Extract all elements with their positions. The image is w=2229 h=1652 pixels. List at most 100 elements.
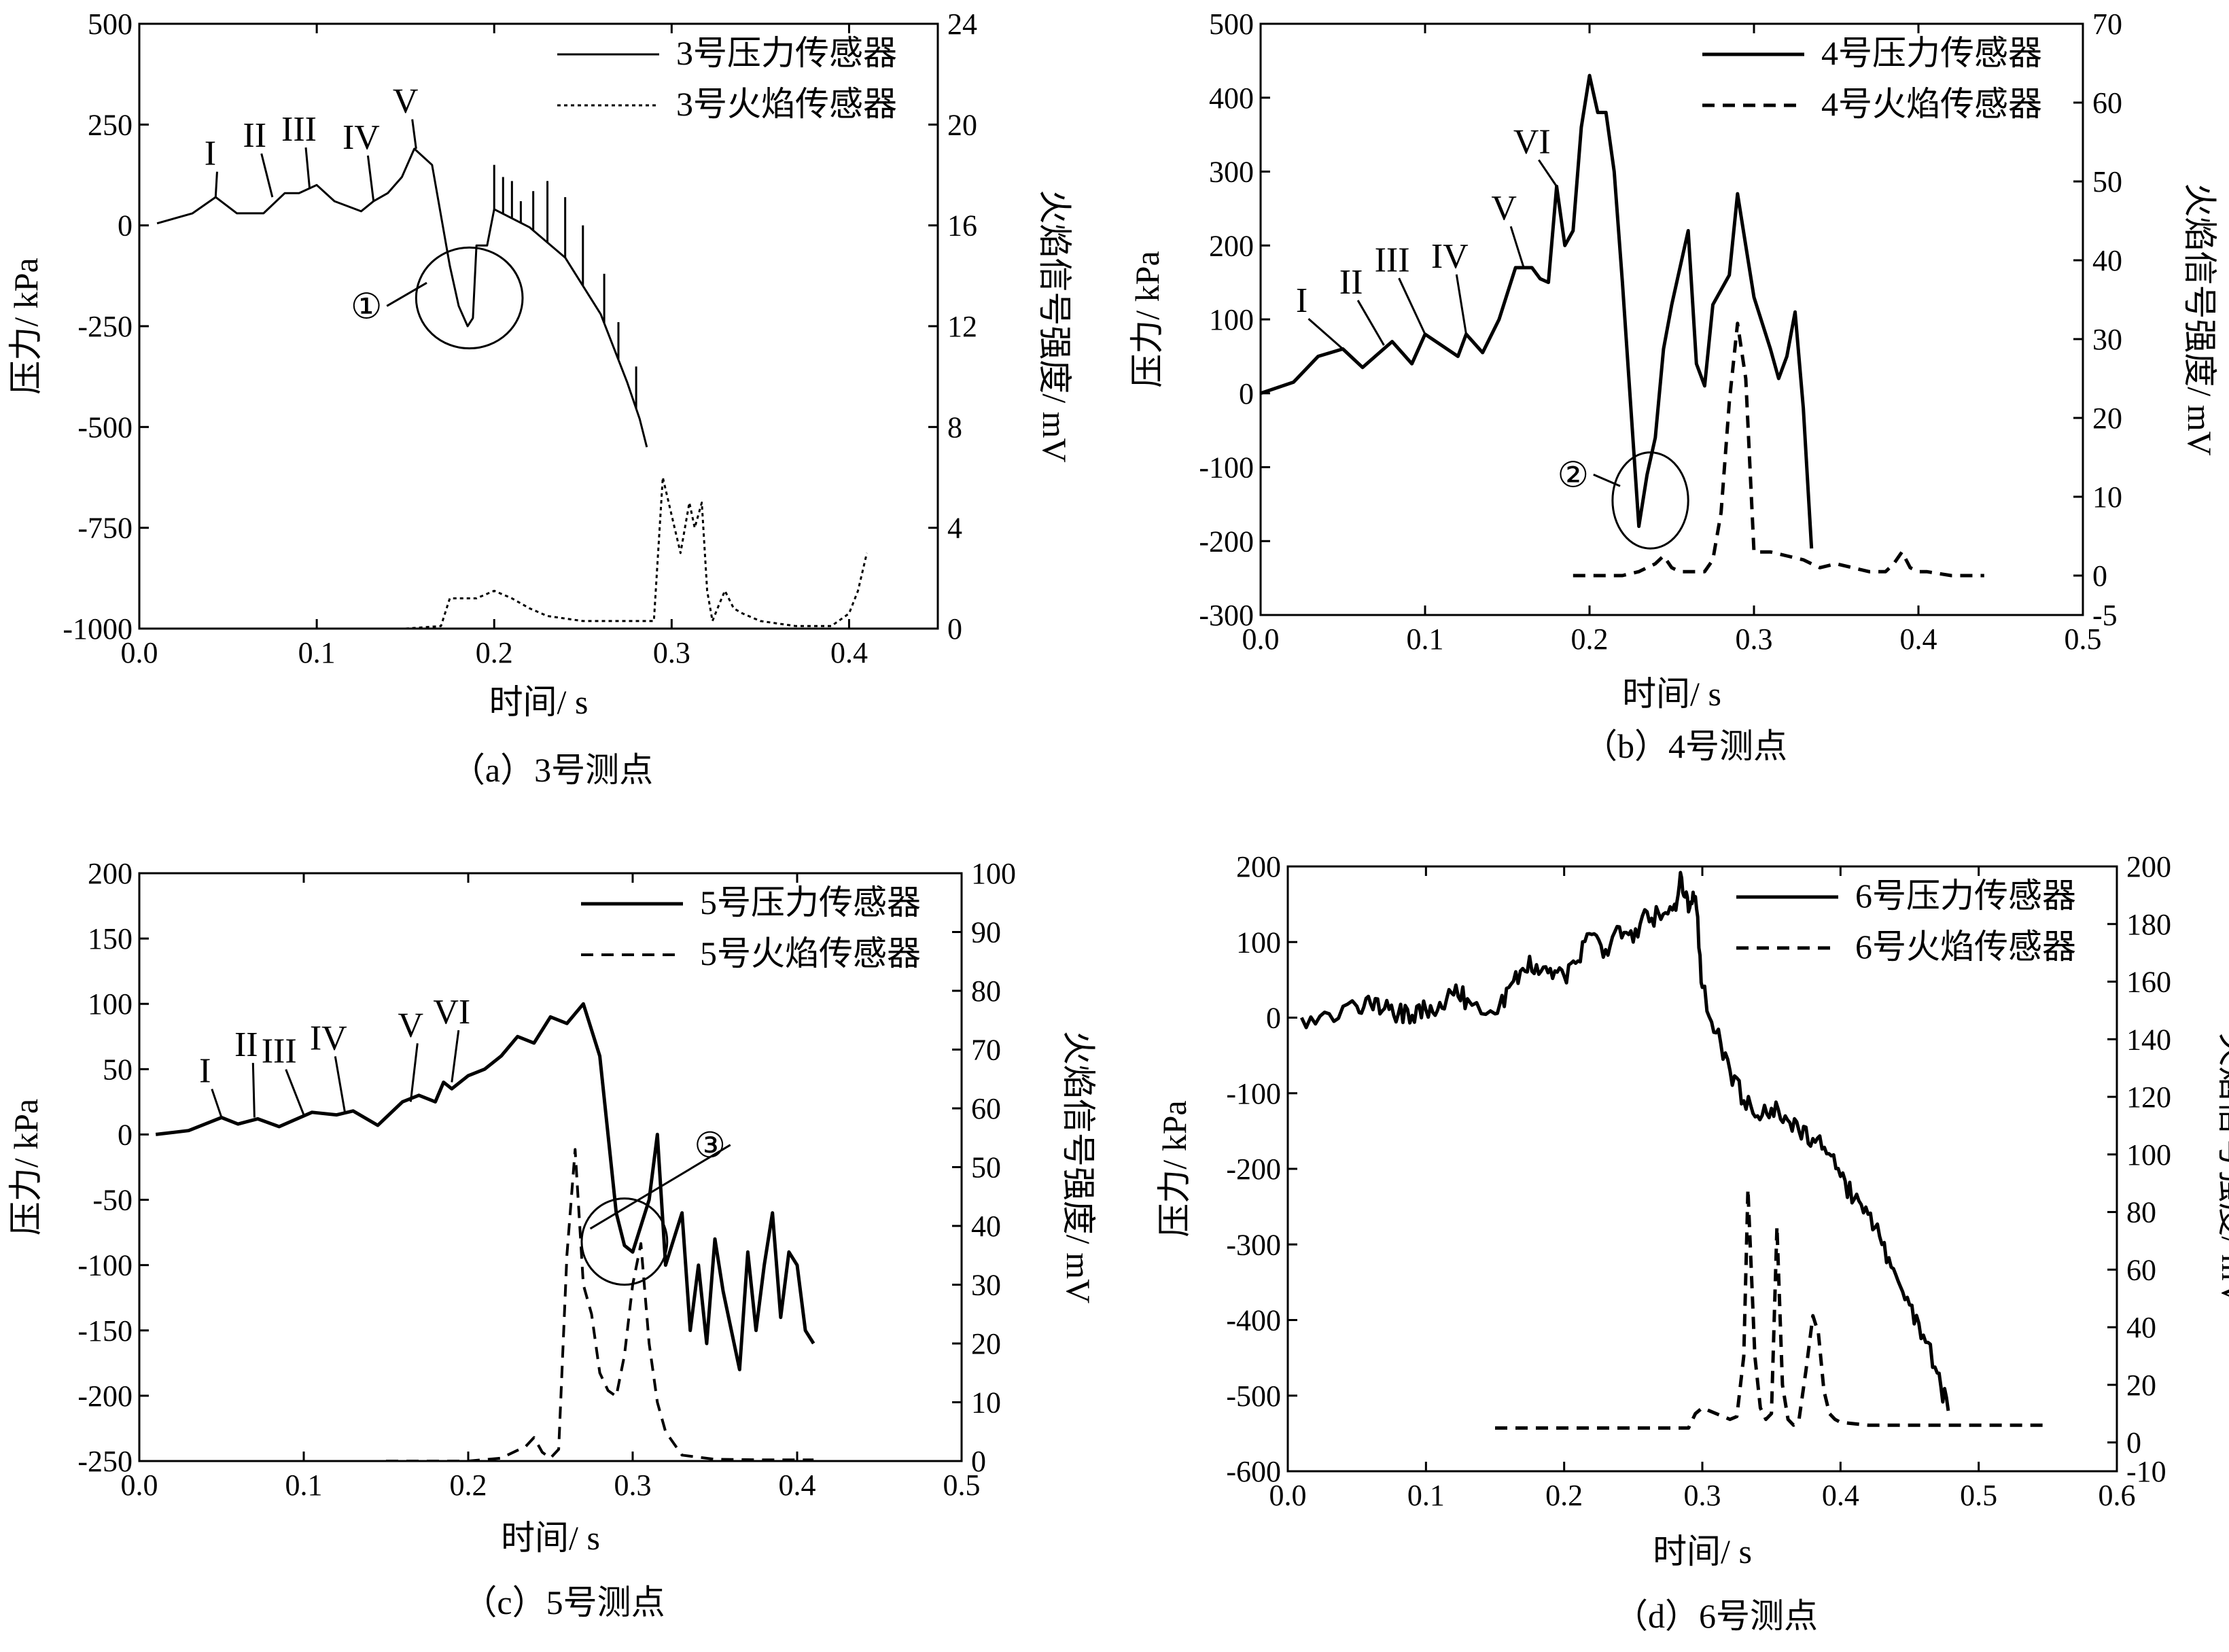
y-tick-label: -200 [77, 1379, 133, 1413]
phase-annotation: III [281, 110, 317, 149]
panel-caption: （c）5号测点 [463, 1583, 665, 1621]
y-tick-label: -300 [1226, 1228, 1281, 1261]
y2-tick-label: 80 [2126, 1196, 2156, 1229]
x-tick-label: 0.4 [1822, 1479, 1859, 1512]
y-tick-label: -100 [1226, 1077, 1281, 1110]
x-tick-label: 0.6 [2099, 1479, 2136, 1512]
y2-tick-label: 140 [2126, 1023, 2171, 1056]
y2-tick-label: 100 [2126, 1138, 2171, 1172]
annotation-leader [366, 155, 375, 202]
highlight-circle [415, 246, 524, 350]
y2-tick-label: 10 [971, 1386, 1001, 1420]
annotation-leader [1538, 159, 1558, 188]
y2-tick-label: 40 [2126, 1311, 2156, 1344]
y2-tick-label: 50 [2092, 165, 2122, 198]
y2-tick-label: 180 [2126, 908, 2171, 941]
y2-tick-label: 20 [971, 1327, 1001, 1360]
y-tick-label: 100 [1209, 303, 1254, 336]
y-tick-label: 200 [88, 857, 133, 890]
x-tick-label: 0.5 [1960, 1479, 1997, 1512]
y-axis-label: 压力/ kPa [1155, 1100, 1193, 1237]
phase-annotation: VI [1513, 122, 1551, 161]
annotation-leader [260, 153, 274, 198]
legend-entry: 6号压力传感器 [1855, 877, 2076, 915]
y2-tick-label: 0 [2092, 559, 2107, 593]
y-axis-label: 压力/ kPa [7, 1099, 45, 1235]
y2-tick-label: 90 [971, 916, 1001, 949]
chart-panel-b: 0.0 0.1 0.2 0.3 0.4 0.5-300-200-1000100200300… [1128, 7, 2219, 765]
y2-tick-label: 20 [2126, 1369, 2156, 1402]
series-line-1 [1261, 73, 1814, 549]
y2-tick-label: 30 [971, 1269, 1001, 1302]
y-tick-label: -200 [1199, 525, 1254, 558]
legend-entry: 5号火焰传感器 [700, 934, 921, 972]
plot-area [1261, 73, 1984, 578]
series-line-2 [405, 476, 868, 629]
y-tick-label: 200 [1209, 229, 1254, 262]
x-tick-label: 0.4 [830, 636, 868, 669]
y-tick-label: -100 [77, 1249, 133, 1282]
annotation-leader [334, 1056, 346, 1113]
phase-annotation: II [1339, 263, 1363, 302]
y2-tick-label: 0 [947, 612, 962, 646]
y-tick-label: -250 [77, 310, 133, 343]
y-tick-label: 100 [1236, 926, 1281, 959]
y-axis-label: 压力/ kPa [7, 258, 45, 394]
highlight-circle [1611, 451, 1689, 550]
phase-annotation: IV [310, 1019, 347, 1058]
y2-tick-label: 40 [971, 1210, 1001, 1243]
y2-tick-label: 60 [2126, 1253, 2156, 1286]
x-tick-label: 0.1 [285, 1469, 323, 1502]
x-tick-label: 0.2 [1545, 1479, 1583, 1512]
x-tick-label: 0.5 [943, 1469, 981, 1502]
x-tick-label: 0.3 [653, 636, 690, 669]
annotation-leader [1307, 317, 1344, 350]
y2-tick-label: 160 [2126, 966, 2171, 999]
y2-tick-label: 10 [2092, 480, 2122, 514]
legend-entry: 6号火焰传感器 [1855, 928, 2076, 966]
y-tick-label: 400 [1209, 82, 1254, 115]
y-tick-label: -250 [77, 1445, 133, 1478]
phase-annotation: I [1296, 281, 1307, 320]
y-tick-label: -300 [1199, 599, 1254, 632]
phase-annotation: IV [343, 118, 380, 157]
y-tick-label: -150 [77, 1314, 133, 1348]
y-axis-label: 压力/ kPa [1128, 251, 1166, 387]
y2-axis-label: 火焰信号强度/ mV [2215, 1032, 2229, 1305]
x-tick-label: 0.1 [1407, 622, 1444, 656]
plot-area [156, 147, 868, 629]
y2-tick-label: 100 [971, 857, 1016, 890]
y-tick-label: -750 [77, 512, 133, 545]
y2-tick-label: 50 [971, 1151, 1001, 1184]
y2-tick-label: 30 [2092, 323, 2122, 356]
annotation-leader [1398, 277, 1426, 335]
phase-annotation: II [234, 1025, 258, 1064]
y-tick-label: 0 [1266, 1002, 1281, 1035]
x-axis-label: 时间/ s [1622, 675, 1721, 713]
x-tick-label: 0.0 [121, 1469, 158, 1502]
phase-annotation: I [205, 135, 216, 173]
series-line-1 [155, 1002, 815, 1371]
legend-entry: 3号压力传感器 [676, 34, 897, 72]
series-line-2 [1495, 1187, 2048, 1430]
y-tick-label: 250 [88, 108, 133, 141]
legend-entry: 4号火焰传感器 [1821, 85, 2042, 123]
y-tick-label: 0 [118, 1118, 133, 1151]
y2-tick-label: 8 [947, 410, 962, 444]
y2-tick-label: 60 [2092, 86, 2122, 120]
x-tick-label: 0.5 [2065, 622, 2102, 656]
y-tick-label: 0 [118, 209, 133, 243]
y2-tick-label: 20 [947, 108, 977, 141]
y2-tick-label: -5 [2092, 599, 2118, 632]
y2-tick-label: 70 [971, 1034, 1001, 1067]
x-axis-label: 时间/ s [501, 1519, 600, 1557]
y-tick-label: -200 [1226, 1153, 1281, 1186]
circle-leader [386, 281, 427, 307]
y2-tick-label: 40 [2092, 244, 2122, 277]
annotation-leader [1455, 274, 1467, 334]
highlight-circle [580, 1197, 669, 1286]
y-tick-label: 500 [88, 7, 133, 41]
y2-tick-label: 24 [947, 7, 977, 41]
legend-entry: 3号火焰传感器 [676, 85, 897, 123]
